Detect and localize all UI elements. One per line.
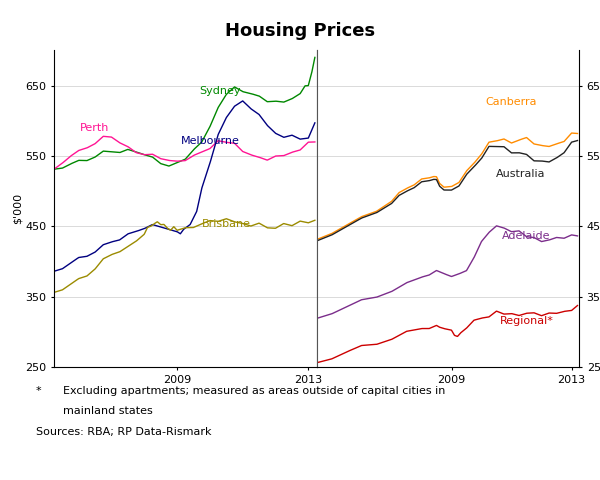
Text: Australia: Australia <box>496 169 545 180</box>
Y-axis label: $'000: $'000 <box>13 193 22 224</box>
Text: Regional*: Regional* <box>500 316 553 326</box>
Text: Melbourne: Melbourne <box>181 135 239 145</box>
Text: Sydney: Sydney <box>199 86 241 96</box>
Text: Sources: RBA; RP Data-Rismark: Sources: RBA; RP Data-Rismark <box>36 427 212 437</box>
Text: Perth: Perth <box>80 123 110 133</box>
Text: *: * <box>36 386 41 396</box>
Text: Housing Prices: Housing Prices <box>225 22 375 40</box>
Text: Excluding apartments; measured as areas outside of capital cities in: Excluding apartments; measured as areas … <box>63 386 445 396</box>
Text: Adelaide: Adelaide <box>502 230 551 240</box>
Text: mainland states: mainland states <box>63 406 153 416</box>
Text: Canberra: Canberra <box>486 97 537 108</box>
Text: Brisbane: Brisbane <box>202 219 251 229</box>
